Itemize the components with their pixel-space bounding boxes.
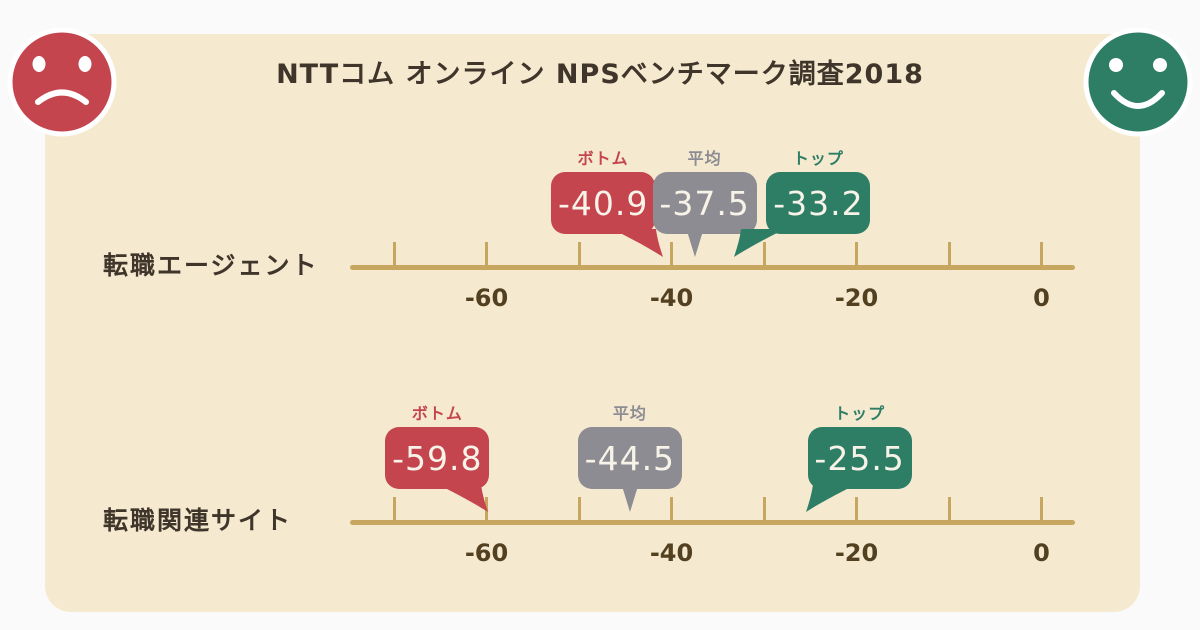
axis-tick xyxy=(1040,497,1043,523)
axis-line xyxy=(350,520,1075,525)
marker-tail-icon xyxy=(621,486,638,512)
chart-row-sites: 転職関連サイト -60 -40 -20 0 ボトム -59.8 平均 -44.5 トップ -25.5 xyxy=(0,400,1200,610)
marker-value: -25.5 xyxy=(814,438,905,478)
axis-tick xyxy=(947,497,951,523)
page-title: NTTコム オンライン NPSベンチマーク調査2018 xyxy=(276,59,924,90)
marker-balloon: -37.5 xyxy=(652,172,757,234)
marker-tail-icon xyxy=(443,484,489,512)
axis-tick-label: -40 xyxy=(649,284,694,312)
marker-tail-icon xyxy=(734,229,780,257)
axis-tick-label: -60 xyxy=(464,539,509,567)
axis-tick xyxy=(485,242,488,268)
marker-value: -37.5 xyxy=(659,183,750,223)
axis-tick xyxy=(1040,242,1043,268)
axis-tick xyxy=(577,242,581,268)
axis-tick-label: 0 xyxy=(1033,539,1050,567)
marker-tail-icon xyxy=(805,484,851,512)
axis-tick xyxy=(947,242,951,268)
axis-tick xyxy=(670,497,673,523)
axis-tick-label: -40 xyxy=(649,539,694,567)
axis-tick xyxy=(670,242,673,268)
marker-value: -44.5 xyxy=(584,438,676,478)
axis-line xyxy=(350,265,1075,270)
axis-tick xyxy=(762,242,766,268)
marker-category-label: 平均 xyxy=(612,404,647,423)
axis-tick-label: -20 xyxy=(834,539,879,567)
marker-balloon: -59.8 xyxy=(385,427,490,489)
chart-card xyxy=(45,34,1140,612)
axis-tick xyxy=(577,497,581,523)
marker-category-label: ボトム xyxy=(411,404,463,423)
axis-tick xyxy=(392,497,396,523)
marker-balloon: -33.2 xyxy=(766,172,871,234)
axis-tick xyxy=(855,497,858,523)
axis-tick xyxy=(855,242,858,268)
row-category-label: 転職関連サイト xyxy=(103,506,293,535)
marker-value: -59.8 xyxy=(392,438,483,478)
marker-category-label: ボトム xyxy=(577,149,629,168)
axis-tick-label: -20 xyxy=(834,284,879,312)
marker-category-label: 平均 xyxy=(687,149,722,168)
marker-tail-icon xyxy=(618,229,664,257)
axis-tick-label: -60 xyxy=(464,284,509,312)
marker-category-label: トップ xyxy=(834,404,886,423)
axis-tick-label: 0 xyxy=(1033,284,1050,312)
marker-value: -40.9 xyxy=(557,183,649,223)
marker-category-label: トップ xyxy=(792,149,844,168)
sad-face-icon xyxy=(7,27,117,137)
happy-face-icon xyxy=(1083,27,1193,137)
axis-tick xyxy=(392,242,396,268)
row-category-label: 転職エージェント xyxy=(103,251,319,280)
marker-value: -33.2 xyxy=(773,183,864,223)
chart-row-agents: 転職エージェント -60 -40 -20 0 ボトム -40.9 平均 -37.5 トップ -33.… xyxy=(0,145,1200,355)
marker-tail-icon xyxy=(686,231,703,257)
marker-balloon: -25.5 xyxy=(807,427,912,489)
marker-balloon: -40.9 xyxy=(551,172,656,234)
marker-balloon: -44.5 xyxy=(577,427,682,489)
axis-tick xyxy=(762,497,766,523)
